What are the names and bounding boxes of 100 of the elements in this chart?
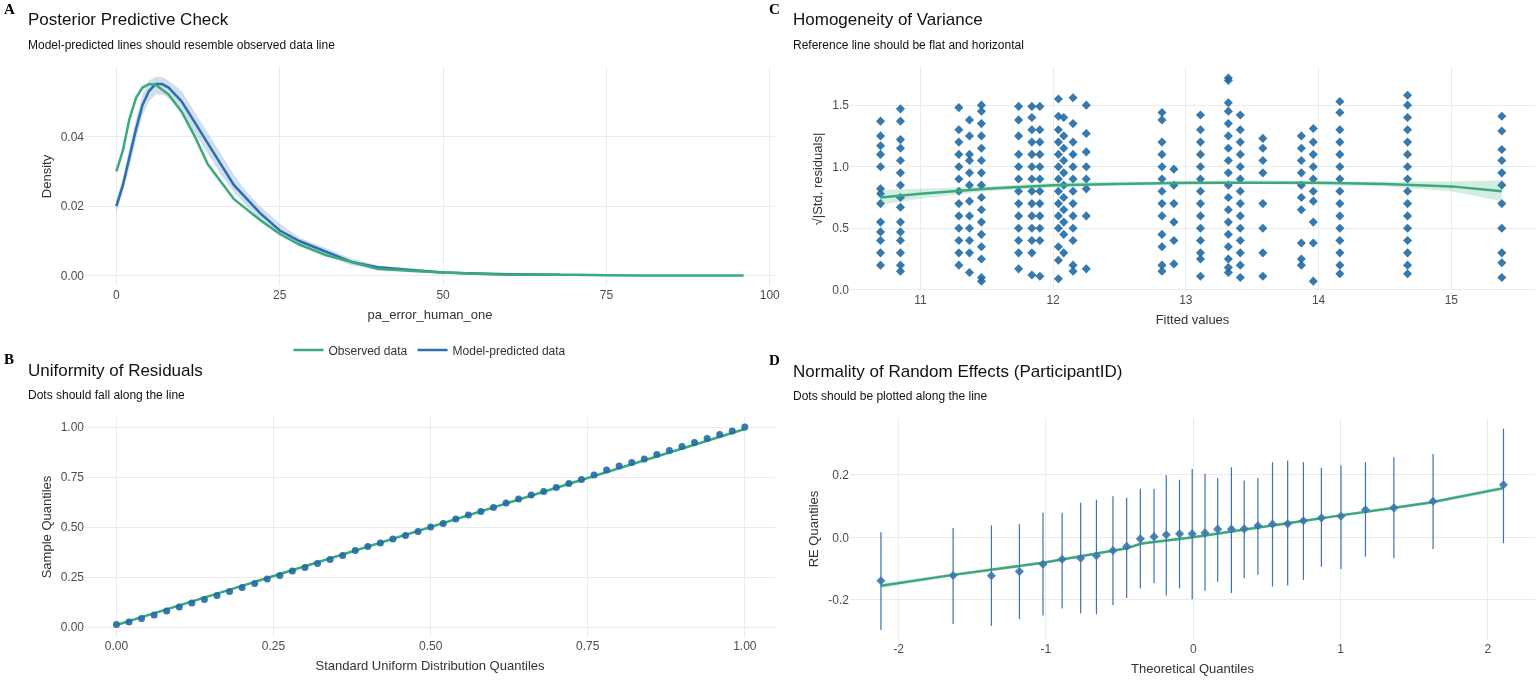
point — [1057, 554, 1067, 564]
point — [1135, 534, 1145, 544]
point — [389, 535, 397, 543]
chart-title: Posterior Predictive Check — [28, 10, 229, 29]
point — [364, 543, 372, 551]
point — [213, 591, 221, 599]
x-tick-label: 1 — [1337, 642, 1345, 656]
point — [288, 567, 296, 575]
y-axis-title: RE Quantiles — [806, 490, 822, 568]
point — [876, 576, 886, 586]
point — [238, 583, 246, 591]
point — [1122, 541, 1132, 551]
x-tick-label: 100 — [759, 288, 781, 302]
y-tick-label: 0.75 — [60, 470, 85, 485]
point — [112, 621, 120, 629]
point — [452, 515, 460, 523]
y-axis-title: Sample Quantiles — [38, 475, 54, 579]
y-tick-label: 0.2 — [832, 467, 850, 482]
x-tick-label: 14 — [1311, 293, 1326, 307]
y-tick-label: -0.2 — [828, 593, 850, 608]
text: B — [4, 351, 15, 367]
x-tick-label: 0.00 — [104, 639, 129, 653]
x-tick-label: -1 — [1040, 642, 1052, 656]
point — [986, 571, 996, 581]
point — [665, 447, 673, 455]
point — [138, 615, 146, 623]
point — [1187, 529, 1197, 539]
point — [728, 427, 736, 435]
point — [1298, 516, 1308, 526]
x-tick-label: 0.25 — [261, 639, 286, 653]
y-tick-label: 1.0 — [832, 159, 850, 174]
point — [226, 587, 234, 595]
point — [1174, 529, 1185, 539]
y-axis-title: √|Std. residuals| — [810, 132, 826, 226]
line-series — [115, 82, 745, 277]
legend-label: Observed data — [328, 343, 408, 358]
point — [464, 511, 472, 519]
point — [1267, 519, 1278, 529]
point — [125, 618, 133, 626]
point — [590, 471, 598, 479]
text: A — [4, 1, 15, 17]
chart-title: Homogeneity of Variance — [793, 10, 983, 29]
y-tick-label: 1.5 — [832, 98, 850, 113]
x-tick-label: 0 — [113, 288, 121, 302]
x-tick-label: 12 — [1046, 293, 1061, 307]
x-axis-title: Standard Uniform Distribution Quantiles — [315, 657, 546, 673]
point — [301, 563, 309, 571]
y-tick-label: 0.02 — [60, 199, 85, 214]
point — [1108, 545, 1118, 555]
y-tick-label: 0.00 — [60, 269, 85, 284]
point — [276, 571, 284, 579]
point — [351, 547, 359, 555]
chart-subtitle: Reference line should be flat and horizontal — [793, 38, 1024, 52]
point — [1316, 513, 1326, 523]
x-tick-label: 2 — [1484, 642, 1492, 656]
point — [188, 599, 196, 607]
point — [376, 539, 384, 547]
point — [1038, 559, 1048, 569]
point — [948, 570, 958, 581]
legend-label: Model-predicted data — [452, 343, 566, 358]
point — [1200, 528, 1210, 538]
point — [427, 523, 435, 531]
point — [1149, 532, 1159, 542]
point — [163, 607, 171, 615]
point — [678, 443, 686, 451]
point — [603, 466, 611, 474]
point — [314, 559, 322, 567]
chart-subtitle: Model-predicted lines should resemble observed data line — [28, 38, 336, 52]
point — [1428, 496, 1438, 506]
point — [565, 479, 573, 487]
point — [251, 579, 259, 587]
point — [653, 451, 661, 459]
point — [703, 435, 711, 443]
x-tick-label: 50 — [436, 288, 451, 302]
y-tick-label: 0.0 — [832, 530, 850, 545]
point — [175, 603, 183, 611]
x-tick-label: 11 — [914, 293, 927, 307]
x-tick-label: 15 — [1444, 293, 1459, 307]
x-tick-label: 25 — [273, 288, 287, 302]
x-tick-label: 1.00 — [733, 639, 757, 653]
x-tick-label: -2 — [893, 642, 905, 656]
point — [1283, 519, 1293, 529]
x-tick-label: 75 — [599, 288, 614, 302]
point — [401, 531, 409, 539]
point — [552, 483, 560, 491]
y-tick-label: 0.25 — [60, 570, 85, 585]
point — [527, 491, 535, 499]
point — [716, 431, 724, 439]
point — [414, 527, 422, 535]
point — [339, 551, 347, 559]
point — [477, 507, 485, 515]
chart-title: Uniformity of Residuals — [28, 361, 203, 380]
point — [1213, 524, 1223, 534]
x-axis-title: Theoretical Quantiles — [1131, 660, 1255, 676]
point — [615, 462, 623, 470]
point — [489, 503, 497, 511]
y-tick-label: 0.0 — [832, 282, 850, 297]
chart-title: Normality of Random Effects (ParticipantID) — [793, 362, 1123, 381]
point — [577, 475, 585, 483]
text: C — [769, 1, 780, 17]
